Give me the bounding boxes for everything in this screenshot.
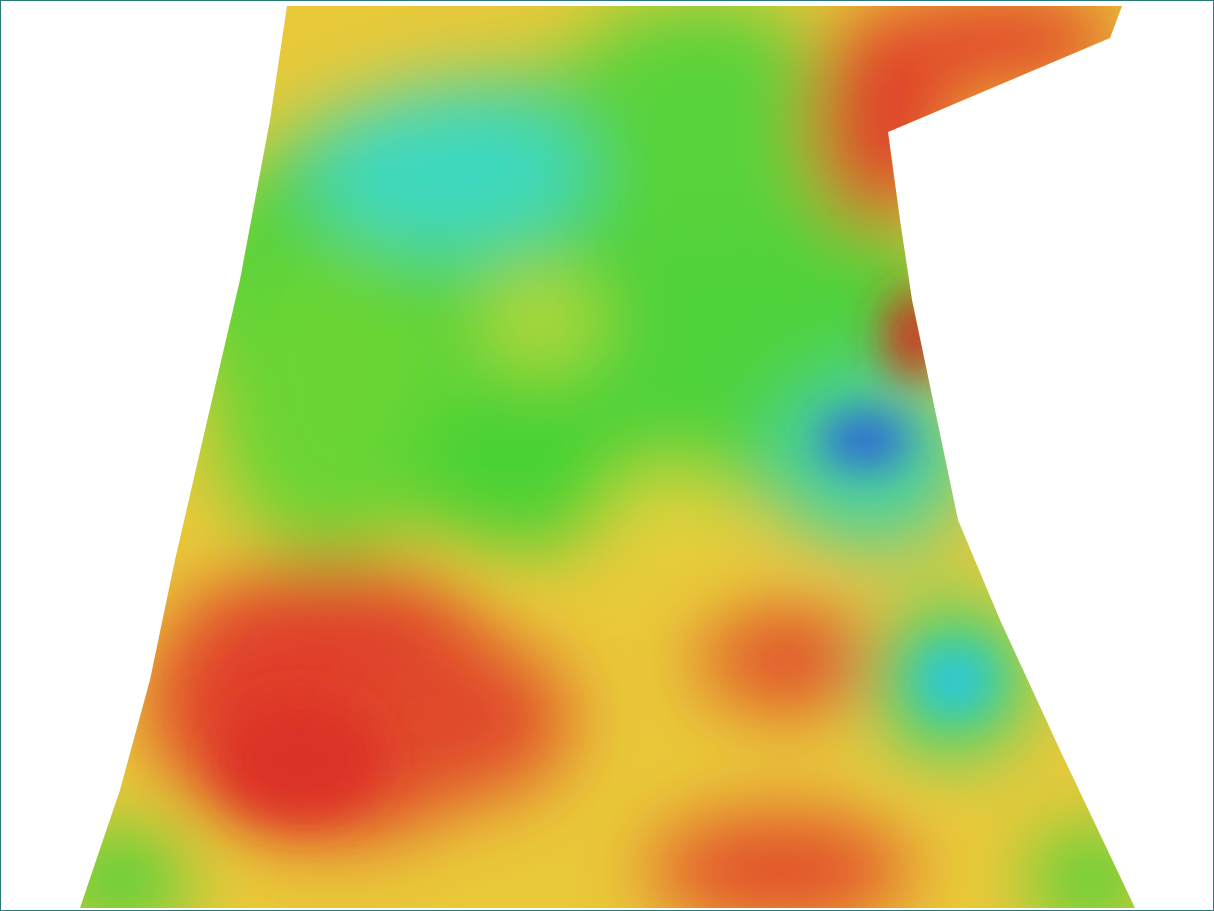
color-peaks xyxy=(220,290,995,820)
red-zone xyxy=(700,610,880,710)
cyan-peak xyxy=(915,645,995,715)
green-zone xyxy=(400,390,640,550)
blue-peak xyxy=(820,412,910,468)
green-zone xyxy=(210,240,450,560)
yellow-zone xyxy=(610,470,730,550)
red-peak xyxy=(220,700,380,820)
cyan-zone xyxy=(310,90,590,250)
yellow-zone xyxy=(480,270,600,370)
color-field xyxy=(80,6,1135,908)
red-zone xyxy=(650,815,910,908)
red-zone xyxy=(350,640,570,800)
green-zone xyxy=(550,6,850,240)
